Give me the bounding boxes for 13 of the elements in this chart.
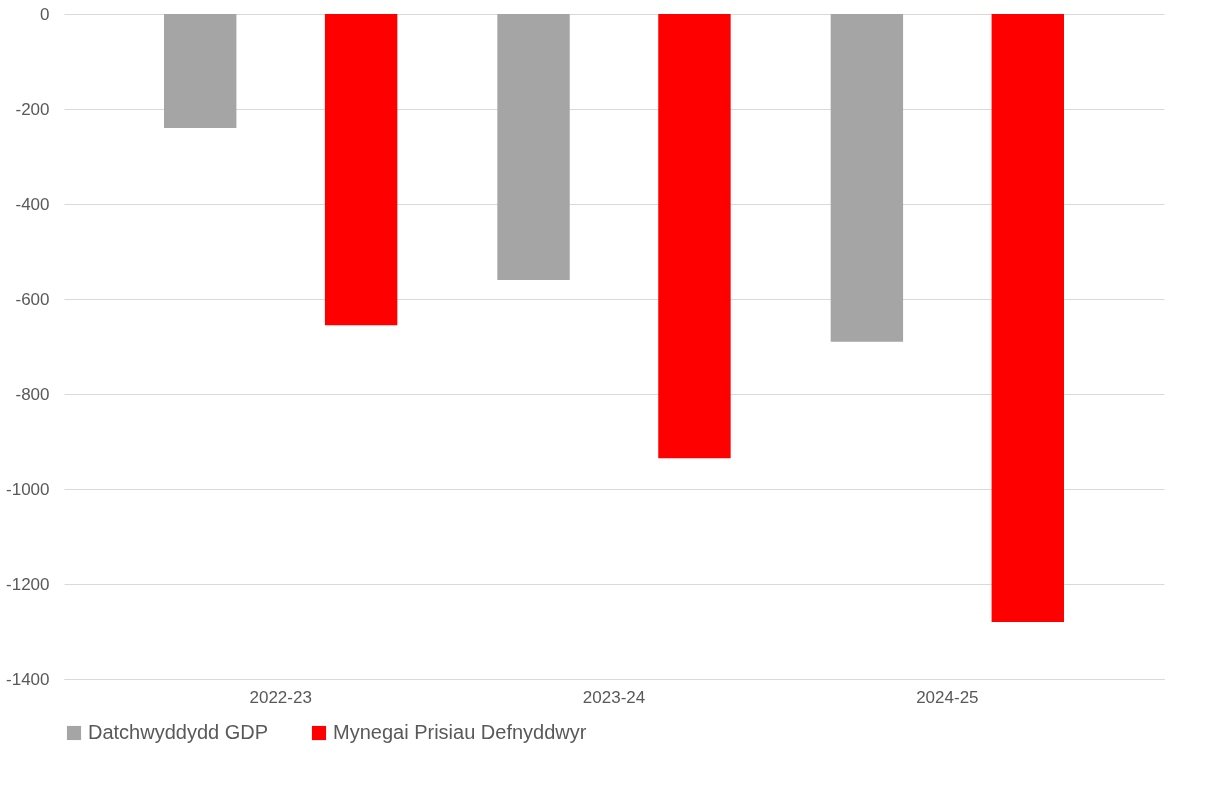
legend-label: Datchwyddydd GDP bbox=[88, 721, 269, 743]
y-tick-label: -1000 bbox=[6, 479, 50, 499]
y-tick-label: -600 bbox=[15, 289, 50, 309]
y-tick-label: 0 bbox=[40, 4, 50, 24]
y-tick-label: -400 bbox=[15, 194, 50, 214]
y-tick-label: -1400 bbox=[6, 669, 50, 689]
y-tick-label: -800 bbox=[15, 384, 50, 404]
x-tick-label: 2022-23 bbox=[249, 687, 312, 707]
x-tick-label: 2023-24 bbox=[582, 687, 646, 707]
x-tick-label: 2024-25 bbox=[916, 687, 979, 707]
y-tick-label: -1200 bbox=[6, 574, 50, 594]
y-tick-label: -200 bbox=[15, 99, 50, 119]
legend-label: Mynegai Prisiau Defnyddwyr bbox=[333, 721, 587, 743]
